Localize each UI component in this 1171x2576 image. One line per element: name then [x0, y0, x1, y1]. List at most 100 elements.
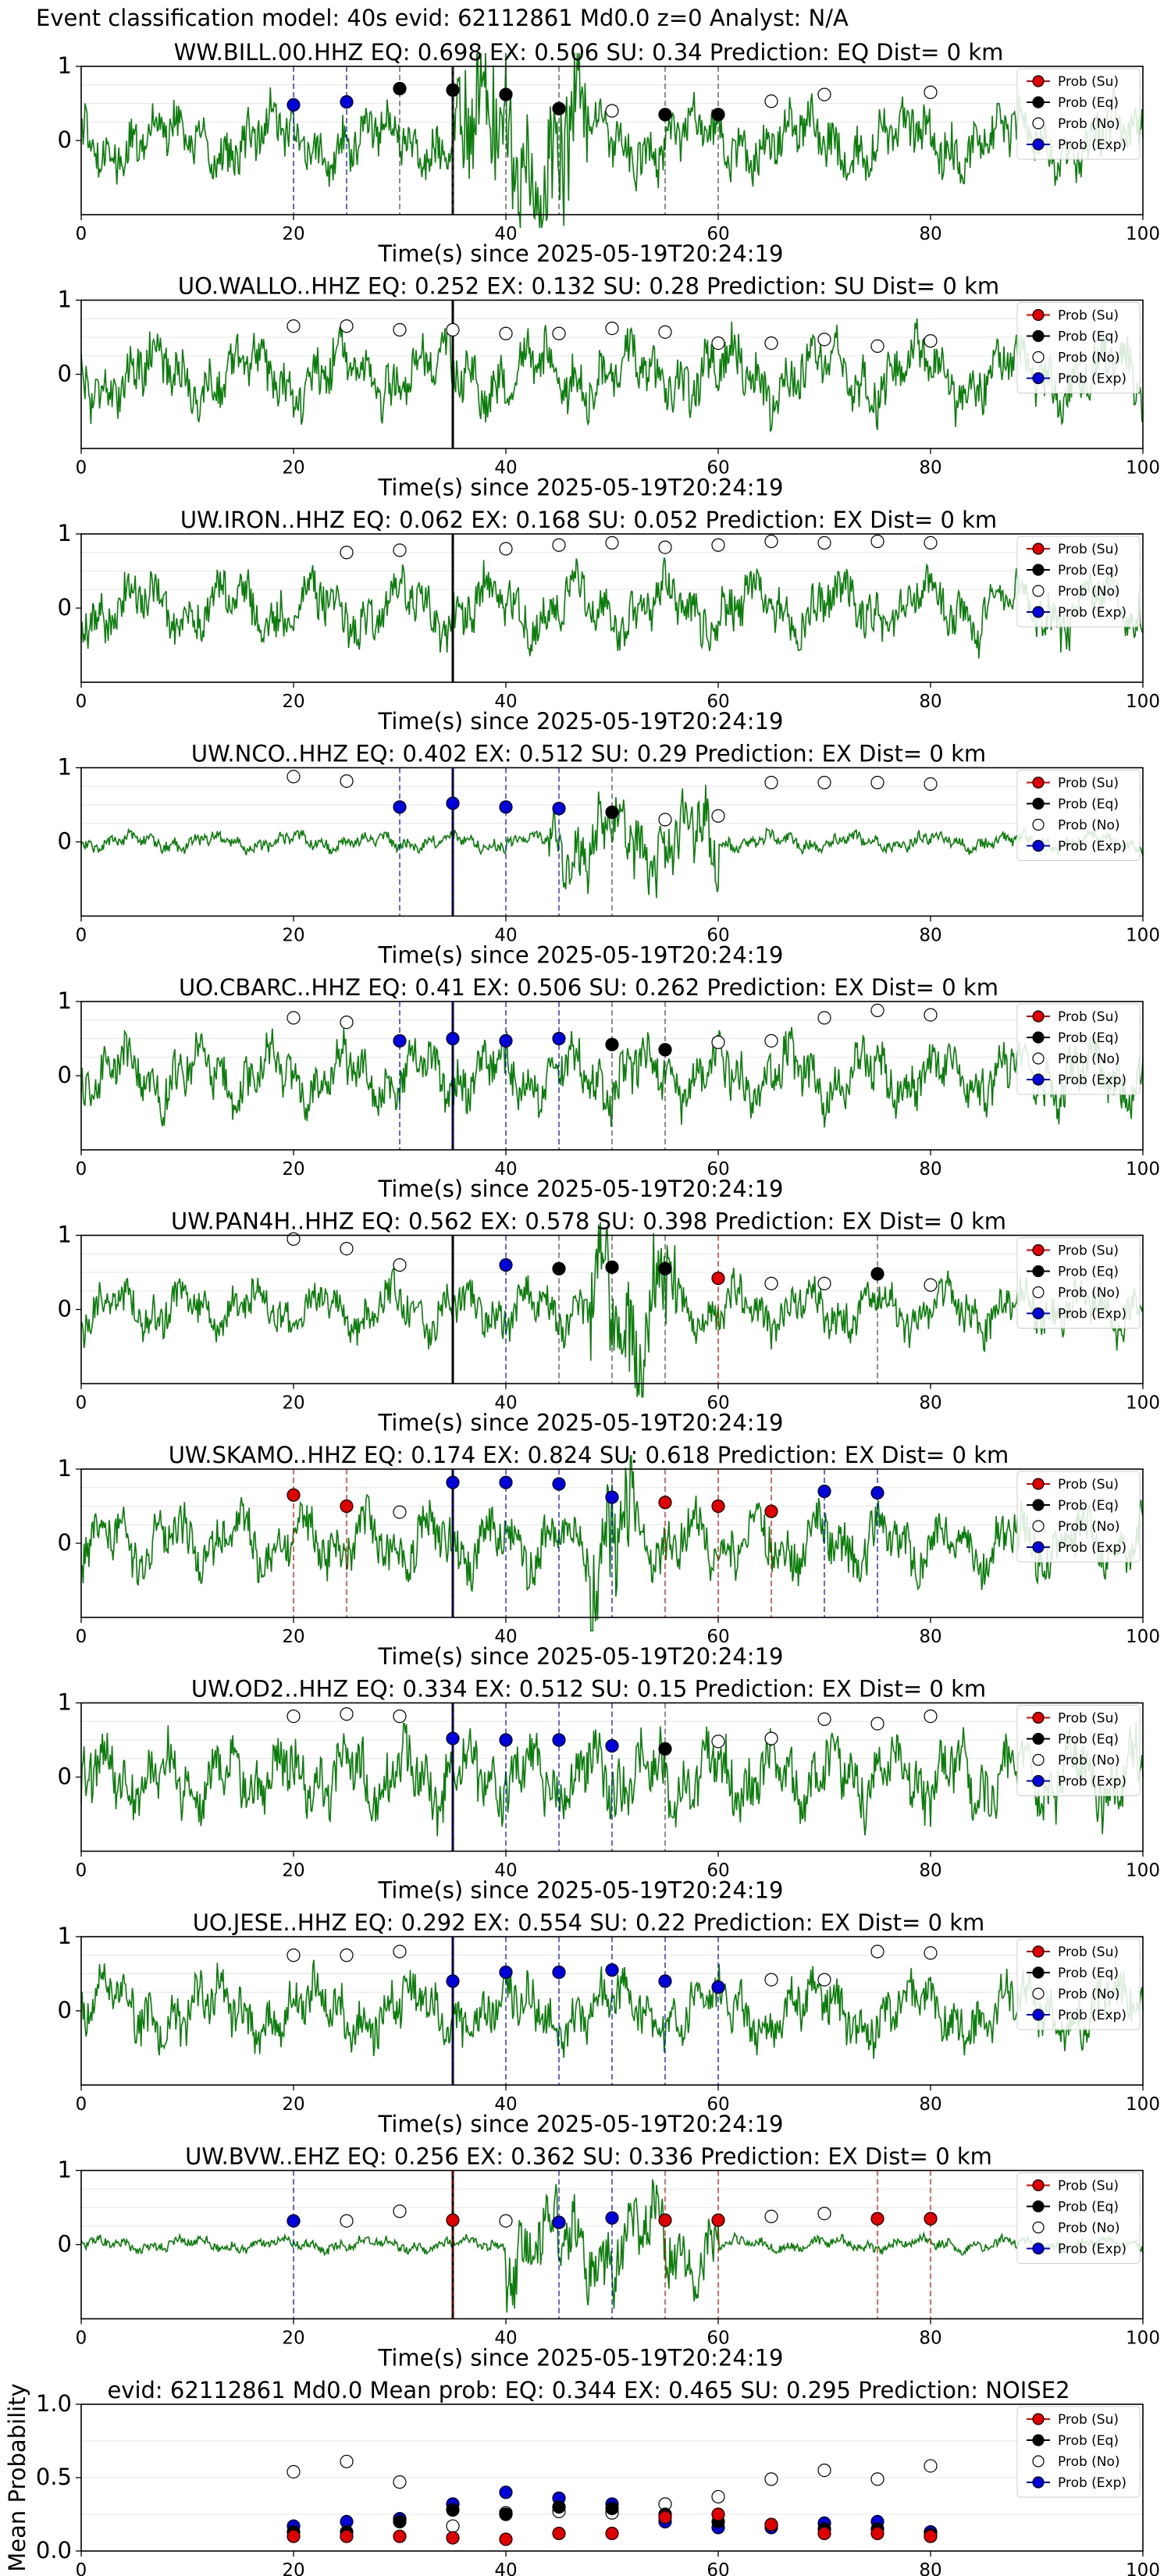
x-tick-label: 20 — [282, 692, 304, 712]
legend-box — [1016, 770, 1141, 861]
legend-label-ex: Prob (Exp) — [1058, 1540, 1127, 1556]
legend-label-eq: Prob (Eq) — [1058, 329, 1119, 345]
legend-marker-su — [1032, 1010, 1045, 1023]
prob-marker-eq — [552, 101, 566, 116]
prob-marker-ex — [711, 1980, 725, 1994]
y-tick-label: 1 — [58, 2157, 72, 2183]
legend-marker-ex — [1032, 2476, 1045, 2489]
x-tick-label: 60 — [707, 1393, 729, 1414]
y-tick-label: 1.0 — [36, 2390, 72, 2417]
waveform-panel: 0 20 40 60 80 100 0 1 Prob (Su) Prob (Eq) Prob (No… — [58, 39, 1160, 267]
prob-marker-eq — [605, 1260, 619, 1274]
waveform-panel: 0 20 40 60 80 100 0 1 Prob (Su) Prob (Eq) Prob (No… — [58, 1909, 1160, 2137]
x-axis-label: Time(s) since 2025-05-19T20:24:19 — [378, 1176, 784, 1202]
legend-marker-ex — [1032, 839, 1045, 852]
prob-marker-ex — [817, 1484, 831, 1499]
legend-label-su: Prob (Su) — [1058, 1009, 1119, 1025]
prob-marker-ex — [552, 802, 566, 816]
y-tick-label: 1 — [58, 520, 72, 546]
prob-marker-no — [924, 334, 938, 348]
x-tick-label: 40 — [494, 224, 517, 244]
prob-marker-no — [817, 2207, 831, 2221]
mean-marker-eq — [393, 2514, 407, 2528]
y-tick-label: 0 — [58, 1529, 72, 1556]
prob-marker-no — [870, 775, 884, 790]
prob-marker-ex — [552, 1477, 566, 1491]
prob-marker-no — [393, 1505, 407, 1519]
prob-marker-no — [340, 546, 354, 560]
prob-marker-ex — [287, 98, 301, 112]
legend-label-eq: Prob (Eq) — [1058, 1498, 1119, 1514]
y-tick-label: 1 — [58, 286, 72, 313]
axes-frame — [80, 533, 1144, 683]
legend-marker-ex — [1032, 2008, 1045, 2021]
y-tick-label: 0 — [58, 1763, 72, 1790]
mean-marker-no — [287, 2464, 301, 2479]
prob-marker-su — [658, 1496, 672, 1510]
prob-marker-ex — [499, 1733, 513, 1747]
x-axis-label: Time(s) since 2025-05-19T20:24:19 — [378, 1877, 784, 1904]
mean-marker-su — [446, 2531, 460, 2545]
x-tick-label: 80 — [919, 692, 941, 712]
legend-label-no: Prob (No) — [1058, 1051, 1120, 1067]
legend-marker-su — [1032, 776, 1045, 789]
x-tick-label: 20 — [282, 1159, 304, 1179]
prob-marker-no — [287, 1710, 301, 1724]
legend-marker-ex — [1032, 606, 1045, 618]
legend-label-eq: Prob (Eq) — [1058, 2433, 1119, 2449]
legend-marker-su — [1032, 308, 1045, 322]
prob-marker-ex — [499, 1966, 513, 1980]
legend-marker-eq — [1032, 797, 1045, 810]
prob-marker-no — [764, 94, 778, 109]
prob-marker-no — [340, 1241, 354, 1256]
prob-marker-eq — [605, 1037, 619, 1051]
x-tick-label: 80 — [919, 224, 941, 244]
legend-marker-eq — [1032, 2434, 1045, 2446]
prob-marker-no — [340, 1015, 354, 1030]
x-tick-label: 40 — [494, 2329, 517, 2349]
legend-label-no: Prob (No) — [1058, 350, 1120, 366]
legend-label-su: Prob (Su) — [1058, 2179, 1119, 2194]
prob-marker-eq — [658, 108, 672, 122]
legend-marker-ex — [1032, 372, 1045, 385]
panel-title: UW.OD2..HHZ EQ: 0.334 EX: 0.512 SU: 0.15… — [191, 1676, 986, 1703]
legend-marker-eq — [1032, 1499, 1045, 1511]
legend-marker-no — [1032, 117, 1045, 130]
x-tick-label: 20 — [282, 1861, 304, 1881]
x-tick-label: 0 — [76, 1861, 87, 1881]
legend-label-su: Prob (Su) — [1058, 776, 1119, 792]
legend-label-eq: Prob (Eq) — [1058, 2200, 1119, 2215]
y-tick-label: 1 — [58, 1689, 72, 1716]
prob-marker-no — [711, 1035, 725, 1049]
x-tick-label: 60 — [707, 2094, 729, 2115]
prob-marker-no — [393, 322, 407, 337]
prob-marker-no — [870, 534, 884, 549]
legend-label-su: Prob (Su) — [1058, 1244, 1119, 1259]
legend-marker-ex — [1032, 1073, 1045, 1086]
x-tick-label: 100 — [1126, 1861, 1160, 1881]
legend-box — [1016, 1237, 1141, 1329]
x-tick-label: 80 — [919, 1861, 941, 1881]
legend-label-su: Prob (Su) — [1058, 542, 1119, 557]
mean-marker-su — [393, 2529, 407, 2543]
mean-marker-no — [764, 2472, 778, 2486]
x-tick-label: 60 — [707, 692, 729, 712]
prob-marker-no — [924, 85, 938, 99]
legend-label-no: Prob (No) — [1058, 818, 1120, 834]
prob-marker-su — [711, 2213, 725, 2227]
legend-label-su: Prob (Su) — [1058, 1944, 1119, 1960]
legend-marker-eq — [1032, 1031, 1045, 1044]
prob-marker-ex — [870, 1485, 884, 1500]
x-tick-label: 80 — [919, 458, 941, 479]
prob-marker-no — [287, 319, 301, 333]
legend-marker-su — [1032, 1244, 1045, 1257]
x-tick-label: 0 — [76, 224, 87, 244]
mean-marker-su — [817, 2526, 831, 2541]
legend-marker-su — [1032, 75, 1045, 87]
legend-marker-ex — [1032, 138, 1045, 151]
legend-label-eq: Prob (Eq) — [1058, 1030, 1119, 1046]
x-tick-label: 80 — [919, 2094, 941, 2115]
mean-marker-no — [446, 2519, 460, 2533]
x-tick-label: 40 — [494, 692, 517, 712]
legend-marker-su — [1032, 1711, 1045, 1724]
